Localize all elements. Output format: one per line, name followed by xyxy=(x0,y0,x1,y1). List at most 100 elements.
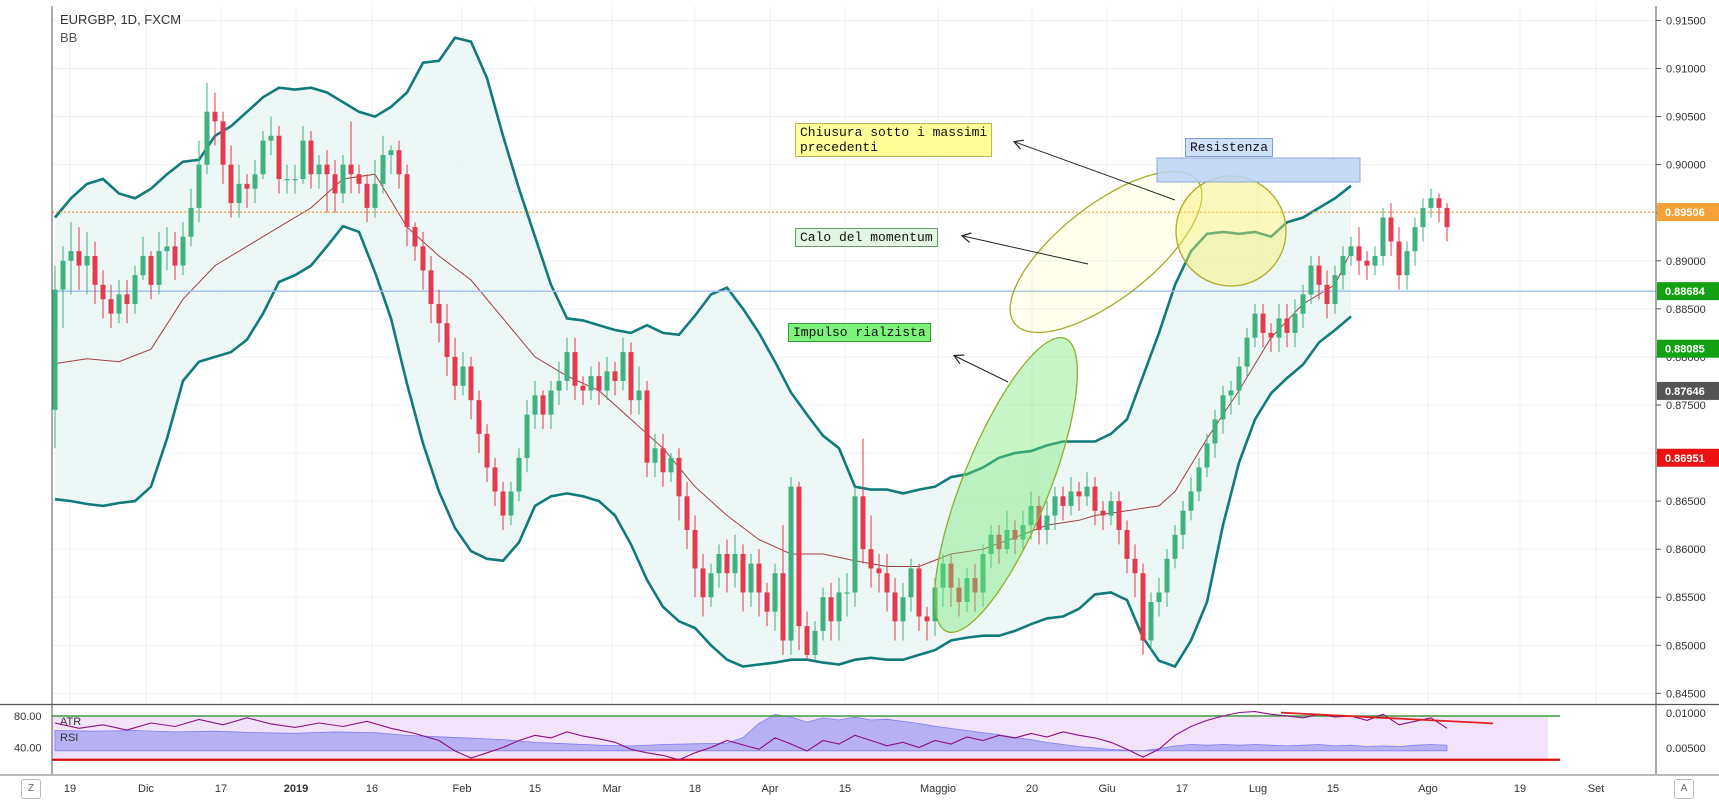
candle-body xyxy=(476,400,482,434)
candle-body xyxy=(236,183,242,204)
candle xyxy=(596,361,602,405)
candle xyxy=(268,116,274,156)
price-badge xyxy=(1657,381,1719,400)
candle xyxy=(180,222,186,276)
candle-body xyxy=(276,135,282,180)
candle xyxy=(692,515,698,598)
candle xyxy=(300,126,306,184)
price-tick-label: 0.85000 xyxy=(1666,640,1706,652)
candle-body xyxy=(124,294,130,305)
candle-body xyxy=(1164,558,1170,593)
annotation-chiusura[interactable]: Chiusura sotto i massimi precedenti xyxy=(795,123,993,157)
candle xyxy=(1236,356,1242,405)
candle-body xyxy=(524,414,530,458)
candle xyxy=(964,568,970,612)
time-tick-label: Set xyxy=(1588,783,1605,795)
time-tick-label: Mar xyxy=(603,783,622,795)
price-badge xyxy=(1657,448,1719,467)
candle xyxy=(724,539,730,593)
candle xyxy=(564,337,570,391)
candle xyxy=(892,578,898,641)
time-tick-label: 15 xyxy=(1327,783,1339,795)
candle-body xyxy=(404,174,410,228)
zoom-reset-button[interactable]: Z xyxy=(21,779,41,799)
candle-body xyxy=(1068,491,1074,506)
arrow-calo xyxy=(963,236,1089,265)
candle xyxy=(60,246,66,329)
candle xyxy=(1260,304,1266,348)
candle xyxy=(340,155,346,204)
candle xyxy=(1140,563,1146,655)
annotation-calo-momentum[interactable]: Calo del momentum xyxy=(795,228,938,247)
candle xyxy=(1212,409,1218,458)
candle xyxy=(252,159,258,204)
candle-body xyxy=(444,323,450,357)
candle xyxy=(684,481,690,550)
price-axis[interactable]: 0.915000.910000.905000.900000.895000.890… xyxy=(14,15,1719,755)
candle xyxy=(1004,510,1010,554)
candle xyxy=(820,587,826,641)
candle-body xyxy=(428,270,434,305)
candle-body xyxy=(972,578,978,593)
candle xyxy=(868,515,874,588)
auto-scale-button[interactable]: A xyxy=(1674,779,1694,799)
candle-body xyxy=(468,366,474,401)
candle-body xyxy=(148,255,154,285)
candle xyxy=(332,159,338,213)
resistance-zone xyxy=(1156,157,1361,183)
candle xyxy=(436,289,442,343)
candle xyxy=(740,544,746,612)
candle-body xyxy=(1372,255,1378,266)
candle xyxy=(452,337,458,401)
candle xyxy=(1348,236,1354,266)
candle xyxy=(1020,510,1026,550)
candle-body xyxy=(996,534,1002,550)
candle xyxy=(1428,188,1434,218)
candle-body xyxy=(828,597,834,622)
candle-body xyxy=(1316,265,1322,285)
candle xyxy=(212,92,218,146)
candle xyxy=(1116,491,1122,545)
candle-body xyxy=(700,568,706,598)
candle-body xyxy=(1388,217,1394,242)
candle-body xyxy=(884,573,890,593)
band-fill xyxy=(55,37,1351,667)
annotation-resistenza[interactable]: Resistenza xyxy=(1185,138,1274,157)
candle-body xyxy=(724,553,730,574)
candle xyxy=(396,140,402,189)
time-axis[interactable]: 19 Dic 17 2019 16 Feb 15 Mar 18 Apr 15 Maggio 20 Giu 1… xyxy=(64,783,1604,795)
candle-body xyxy=(52,289,58,410)
rsi-trendline xyxy=(1280,711,1494,725)
candle xyxy=(540,390,546,430)
time-tick-label: 15 xyxy=(839,783,851,795)
candle-body xyxy=(1092,486,1098,511)
candle-body xyxy=(1004,529,1010,550)
candle-body xyxy=(1340,255,1346,276)
candle-body xyxy=(140,255,146,276)
price-badge-label: 0.87646 xyxy=(1665,386,1705,398)
arrow-chiusura xyxy=(1015,142,1176,201)
candle xyxy=(1292,299,1298,348)
candle-body xyxy=(1244,337,1250,367)
candle xyxy=(52,265,58,449)
candle xyxy=(732,534,738,588)
candle xyxy=(804,611,810,660)
time-tick-label: Dic xyxy=(138,783,154,795)
candle xyxy=(876,553,882,593)
candle-body xyxy=(244,183,250,189)
candle-body xyxy=(324,164,330,175)
candle xyxy=(556,361,562,405)
candle-body xyxy=(412,227,418,247)
candle-body xyxy=(1332,275,1338,305)
price-tick-label: 0.91500 xyxy=(1666,15,1706,27)
candle xyxy=(1092,477,1098,526)
candle-body xyxy=(548,390,554,415)
candle-body xyxy=(1188,491,1194,511)
candle-body xyxy=(868,549,874,569)
candle xyxy=(924,606,930,641)
annotation-impulso[interactable]: Impulso rialzista xyxy=(788,323,931,342)
candle xyxy=(956,578,962,617)
candle xyxy=(548,380,554,430)
chart-frame xyxy=(0,6,1719,776)
